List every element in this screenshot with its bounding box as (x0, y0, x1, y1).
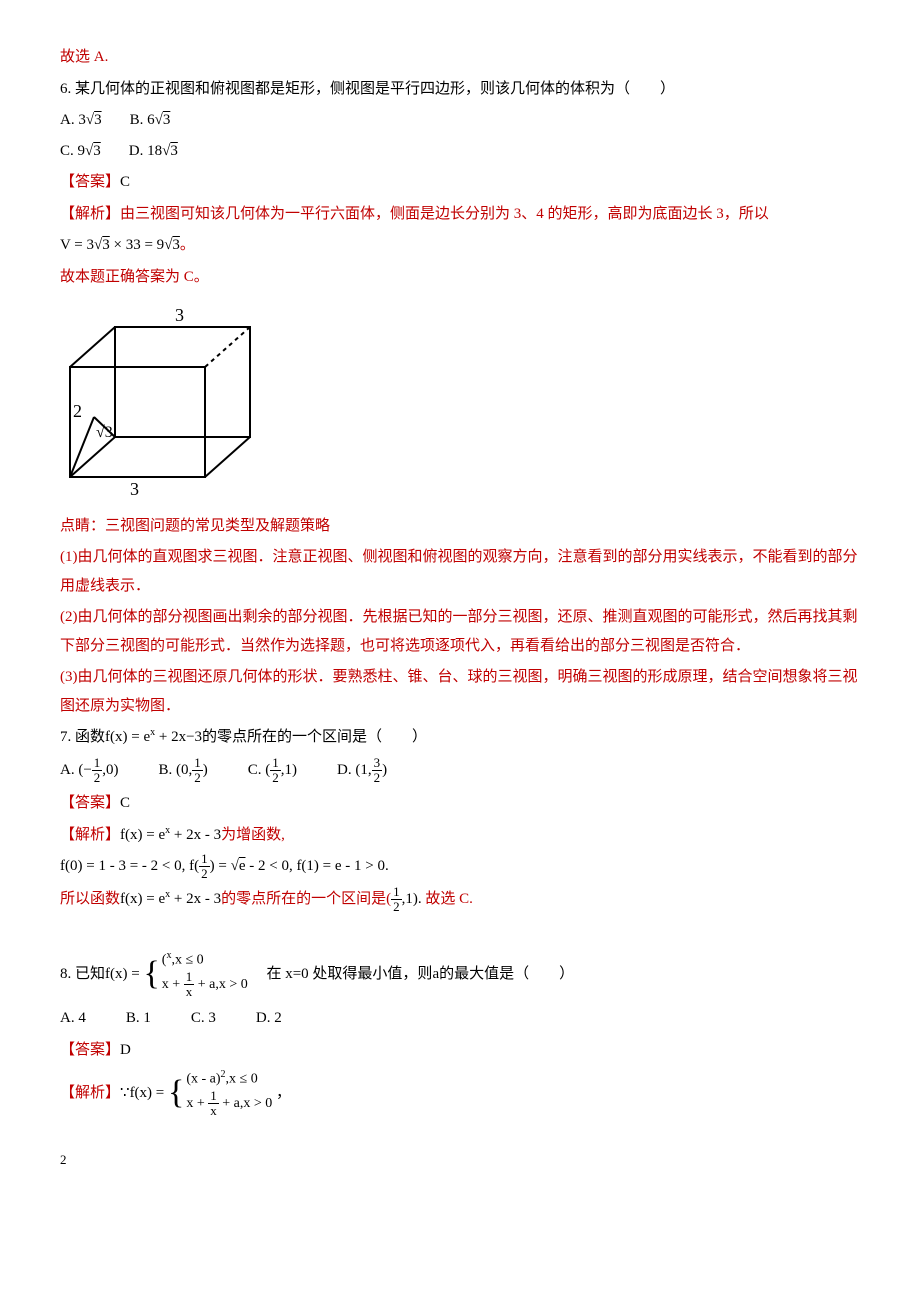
q8-opt-d: D. 2 (256, 1004, 282, 1033)
tips-p1: (1)由几何体的直观图求三视图．注意正视图、侧视图和俯视图的观察方向，注意看到的… (60, 543, 860, 600)
q7-answer: 【答案】C (60, 789, 860, 818)
q8-opt-a: A. 4 (60, 1004, 86, 1033)
q8-options: A. 4 B. 1 C. 3 D. 2 (60, 1004, 860, 1033)
tips-p3: (3)由几何体的三视图还原几何体的形状．要熟悉柱、锥、台、球的三视图，明确三视图… (60, 663, 860, 720)
q6-opt-c: C. 9√3 (60, 137, 101, 166)
q7-exp-line2: f(0) = 1 - 3 = - 2 < 0, f(12) = √e - 2 <… (60, 852, 860, 882)
q7-conclusion: 所以函数f(x) = ex + 2x - 3的零点所在的一个区间是(12,1).… (60, 885, 860, 915)
q6-conclude: 故本题正确答案为 C。 (60, 263, 860, 292)
q7-opt-a: A. (−12,0) (60, 756, 119, 786)
q6-options-row1: A. 3√3 B. 6√3 (60, 106, 860, 135)
q6-opt-a: A. 3√3 (60, 106, 102, 135)
q7-opt-c: C. (12,1) (248, 756, 297, 786)
q7-exp-line1: 【解析】f(x) = ex + 2x - 3为增函数, (60, 821, 860, 850)
q6-explanation: 【解析】由三视图可知该几何体为一平行六面体，侧面是边长分别为 3、4 的矩形，高… (60, 200, 860, 229)
q8-stem: 8. 已知f(x) = { (x,x ≤ 0 x + 1x + a,x > 0 … (60, 949, 860, 1000)
line-answer-a: 故选 A. (60, 43, 860, 72)
q6-volume-eq: V = 3√3 × 33 = 9√3。 (60, 231, 860, 260)
q6-answer: 【答案】C (60, 168, 860, 197)
svg-text:3: 3 (130, 479, 139, 497)
q6-stem: 6. 某几何体的正视图和俯视图都是矩形，侧视图是平行四边形，则该几何体的体积为（… (60, 75, 860, 104)
q8-opt-b: B. 1 (126, 1004, 151, 1033)
q6-opt-d: D. 18√3 (129, 137, 178, 166)
q7-options: A. (−12,0) B. (0,12) C. (12,1) D. (1,32) (60, 756, 860, 786)
page-number: 2 (60, 1148, 860, 1173)
q8-opt-c: C. 3 (191, 1004, 216, 1033)
q8-answer: 【答案】D (60, 1036, 860, 1065)
q7-stem: 7. 函数f(x) = ex + 2x−3的零点所在的一个区间是（ ） (60, 723, 860, 752)
svg-text:√3: √3 (96, 424, 113, 441)
q6-opt-b: B. 6√3 (130, 106, 171, 135)
q7-opt-b: B. (0,12) (159, 756, 208, 786)
svg-text:3: 3 (175, 305, 184, 325)
q6-options-row2: C. 9√3 D. 18√3 (60, 137, 860, 166)
q7-opt-d: D. (1,32) (337, 756, 387, 786)
q8-exp: 【解析】∵f(x) = { (x - a)2,x ≤ 0 x + 1x + a,… (60, 1068, 860, 1119)
svg-text:2: 2 (73, 401, 82, 421)
parallelepiped-diagram: 3 2 √3 3 (60, 297, 860, 508)
tips-p2: (2)由几何体的部分视图画出剩余的部分视图．先根据已知的一部分三视图，还原、推测… (60, 603, 860, 660)
tips-title: 点睛：三视图问题的常见类型及解题策略 (60, 512, 860, 541)
